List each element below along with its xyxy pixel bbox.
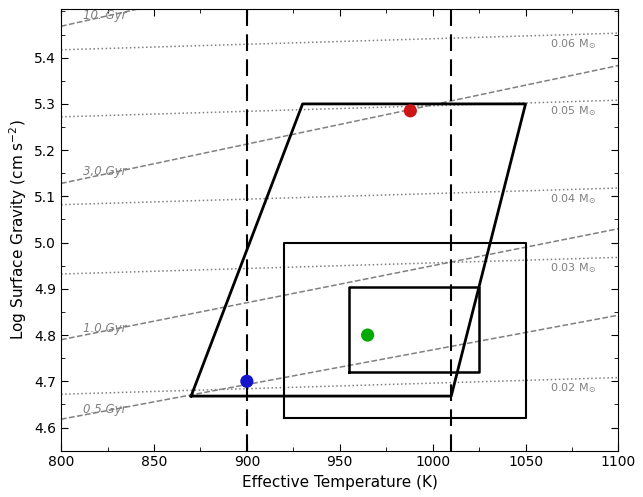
Y-axis label: Log Surface Gravity (cm s$^{-2}$): Log Surface Gravity (cm s$^{-2}$): [7, 119, 29, 340]
Point: [405, 107, 415, 115]
Text: 0.06 M$_{\odot}$: 0.06 M$_{\odot}$: [550, 37, 595, 51]
Text: 0.03 M$_{\odot}$: 0.03 M$_{\odot}$: [550, 261, 595, 275]
Point: [242, 377, 252, 385]
Text: 0.02 M$_{\odot}$: 0.02 M$_{\odot}$: [550, 381, 595, 395]
Text: 0.05 M$_{\odot}$: 0.05 M$_{\odot}$: [550, 104, 595, 118]
Point: [363, 331, 373, 339]
Text: 10. Gyr: 10. Gyr: [84, 8, 127, 21]
Text: 0.04 M$_{\odot}$: 0.04 M$_{\odot}$: [550, 192, 595, 206]
Text: 0.5 Gyr: 0.5 Gyr: [84, 403, 127, 415]
X-axis label: Effective Temperature (K): Effective Temperature (K): [242, 475, 438, 490]
Text: 3,0 Gyr: 3,0 Gyr: [84, 165, 127, 178]
Text: 1.0 Gyr: 1.0 Gyr: [84, 322, 127, 335]
